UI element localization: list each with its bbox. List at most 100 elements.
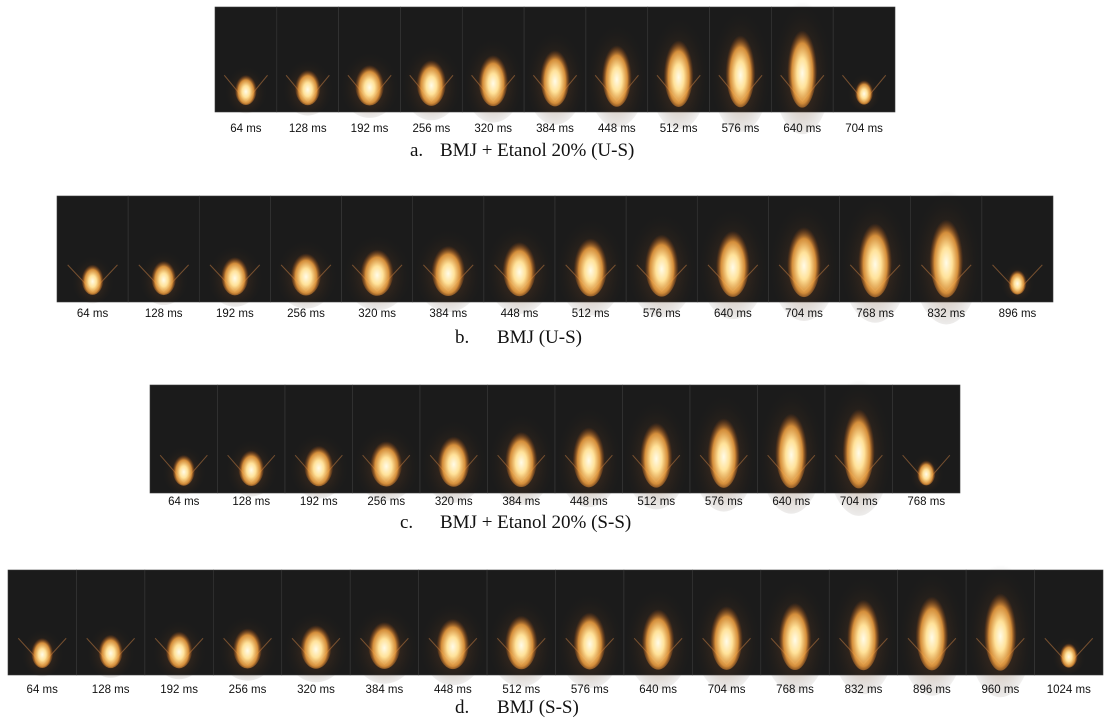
flame [708, 410, 740, 487]
flame [1008, 267, 1026, 294]
flame [917, 458, 936, 486]
flame [787, 22, 817, 108]
figure: 64 ms 128 ms 192 ms 256 ms 320 ms 384 ms 448 m… [0, 0, 1107, 723]
frame-label: 896 ms [913, 684, 951, 696]
flame [645, 228, 679, 297]
frame-label: 704 ms [785, 308, 823, 320]
flame [505, 426, 537, 487]
frame-label: 384 ms [502, 496, 540, 508]
flame [360, 244, 393, 295]
flame [642, 603, 675, 670]
flame [295, 66, 321, 105]
panel-label: b. [455, 327, 469, 348]
flame [304, 441, 333, 486]
flame [787, 219, 821, 297]
frame-label: 256 ms [287, 308, 325, 320]
frame-label: 576 ms [722, 123, 760, 135]
frame-label: 768 ms [776, 684, 814, 696]
flame [368, 617, 401, 669]
frame-label: 704 ms [845, 123, 883, 135]
frame-label: 896 ms [999, 308, 1037, 320]
flame [710, 599, 743, 670]
frame-label: 704 ms [840, 496, 878, 508]
frame-label: 704 ms [708, 684, 746, 696]
frame-label: 320 ms [297, 684, 335, 696]
flame [235, 72, 257, 105]
flame [602, 38, 632, 106]
flame [984, 585, 1017, 671]
flame [664, 33, 694, 107]
panel: 64 ms 128 ms 192 ms 256 ms 320 ms 384 ms 448 m… [150, 364, 960, 533]
flame [431, 240, 465, 296]
frame-label: 512 ms [502, 684, 540, 696]
frame-label: 576 ms [643, 308, 681, 320]
flame [300, 620, 332, 668]
frame-label: 1024 ms [1047, 684, 1091, 696]
frame-label: 512 ms [637, 496, 675, 508]
flame [438, 431, 470, 487]
frame-label: 960 ms [981, 684, 1019, 696]
frame-label: 384 ms [536, 123, 574, 135]
frame-label: 832 ms [927, 308, 965, 320]
frame-label: 256 ms [367, 496, 405, 508]
frame-label: 640 ms [714, 308, 752, 320]
flame [843, 400, 875, 488]
flame [573, 421, 605, 488]
frame-label: 64 ms [77, 308, 109, 320]
frame-label: 384 ms [366, 684, 404, 696]
frame-label: 448 ms [434, 684, 472, 696]
frame-label: 320 ms [358, 308, 396, 320]
flame [370, 436, 402, 486]
frame-label: 64 ms [27, 684, 59, 696]
flame [640, 416, 672, 488]
frame-label: 448 ms [570, 496, 608, 508]
flame [847, 592, 880, 670]
frame-label: 64 ms [168, 496, 200, 508]
flame [716, 223, 750, 296]
flame [151, 257, 176, 295]
frame-label: 640 ms [783, 123, 821, 135]
flame [355, 60, 384, 105]
panel-label: a. [410, 140, 423, 161]
frame-label: 384 ms [429, 308, 467, 320]
frame-label: 576 ms [571, 684, 609, 696]
flame [929, 211, 963, 298]
flame [478, 49, 508, 106]
flame [233, 624, 262, 669]
flame [855, 78, 873, 105]
frame-label: 832 ms [845, 684, 883, 696]
frame-label: 192 ms [300, 496, 338, 508]
flame [416, 55, 446, 106]
frame-label: 640 ms [639, 684, 677, 696]
flame [238, 446, 264, 486]
panel-caption: BMJ (U-S) [497, 327, 582, 348]
flame [505, 610, 538, 670]
frame-label: 128 ms [232, 496, 270, 508]
flame [779, 595, 812, 670]
frame-label: 512 ms [660, 123, 698, 135]
frame-label: 192 ms [351, 123, 389, 135]
frame-label: 448 ms [501, 308, 539, 320]
flame [573, 606, 606, 669]
flame [166, 627, 193, 668]
frame-label: 256 ms [229, 684, 267, 696]
flame [725, 27, 755, 107]
flame [436, 613, 469, 669]
flame [775, 405, 807, 488]
frame-label: 192 ms [216, 308, 254, 320]
panel-label: c. [400, 512, 413, 533]
frame-label: 320 ms [435, 496, 473, 508]
panel-label: d. [455, 697, 469, 718]
panel: 64 ms 128 ms 192 ms 256 ms 320 ms 384 ms 448 m… [8, 550, 1103, 718]
flame [502, 236, 536, 296]
flame [221, 253, 249, 296]
frame-label: 192 ms [160, 684, 198, 696]
flame [291, 249, 322, 296]
frame-label: 128 ms [92, 684, 130, 696]
panel-caption: BMJ + Etanol 20% (U-S) [440, 140, 634, 161]
frame-label: 448 ms [598, 123, 636, 135]
flame [98, 631, 123, 668]
frame-label: 256 ms [413, 123, 451, 135]
frame-label: 640 ms [772, 496, 810, 508]
